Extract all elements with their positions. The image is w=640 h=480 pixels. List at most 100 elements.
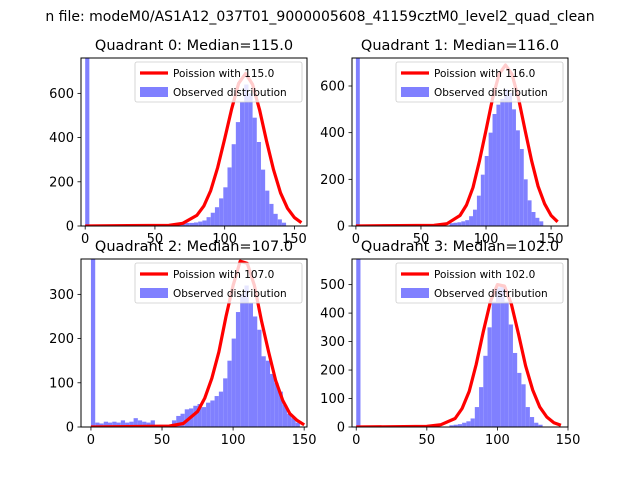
histogram-bar <box>534 422 539 427</box>
histogram-bar <box>453 222 458 226</box>
histogram-bar <box>244 285 249 427</box>
histogram-bar <box>133 418 138 427</box>
histogram-bars <box>355 58 544 226</box>
histogram-bar <box>231 144 236 226</box>
histogram-bar <box>504 89 509 226</box>
axes-frame <box>351 258 569 428</box>
histogram-bar <box>235 312 241 427</box>
histogram-bar <box>492 114 497 226</box>
legend-box <box>395 262 564 304</box>
histogram-bar <box>521 384 526 427</box>
x-tick-label: 50 <box>147 232 164 247</box>
histogram-bar <box>457 222 462 226</box>
legend-label-observed: Observed distribution <box>173 288 287 300</box>
histogram-bar <box>269 203 274 226</box>
histogram-bars <box>356 259 543 427</box>
histogram-bar <box>235 122 241 226</box>
histogram-bar <box>487 327 492 427</box>
histogram-bar <box>355 58 360 226</box>
legend: Poission with 107.0 Observed distribution <box>134 262 303 304</box>
axes-frame <box>80 57 308 227</box>
histogram-bar <box>223 378 228 427</box>
legend-label-observed: Observed distribution <box>434 288 548 300</box>
histogram-bar <box>120 420 126 427</box>
x-tick-label: 50 <box>419 433 436 448</box>
histogram-bar <box>523 179 528 226</box>
legend: Poission with 102.0 Observed distribution <box>395 262 564 304</box>
y-tick-label: 100 <box>49 376 74 391</box>
histogram-bar <box>491 301 496 427</box>
histogram-bar <box>137 420 143 427</box>
histogram-bar <box>277 219 282 226</box>
histogram-bar <box>219 198 224 226</box>
histogram-bar <box>201 407 207 427</box>
histogram-bar <box>248 303 253 427</box>
histogram-bar <box>538 424 543 427</box>
histogram-bar <box>202 220 207 226</box>
histogram-bar <box>356 259 361 427</box>
histogram-bar <box>142 421 147 427</box>
x-tick-label: 150 <box>282 232 307 247</box>
histogram-bar <box>465 220 470 226</box>
histogram-bar <box>218 391 224 427</box>
subplot-quadrant-0: 0 50 100 150 0 200 400 600 Quadrant 0: Median=11… <box>49 38 308 247</box>
histogram-bar <box>470 418 475 427</box>
histogram-bar <box>278 391 283 427</box>
histogram-bar <box>265 360 271 427</box>
legend-label-observed: Observed distribution <box>173 87 287 99</box>
legend-label-poisson: Poission with 107.0 <box>173 269 274 281</box>
legend-patch-swatch <box>401 87 429 97</box>
histogram-bar <box>282 404 288 427</box>
histogram-bar <box>206 402 211 427</box>
histogram-bar <box>261 356 266 427</box>
legend-patch-swatch <box>140 288 168 298</box>
histogram-bar <box>449 223 454 226</box>
histogram-bar <box>496 287 501 427</box>
x-tick-label: 100 <box>221 433 246 448</box>
subplot-quadrant-2: 0 50 100 150 0 100 200 300 Quadrant 2: Median=10… <box>49 239 316 448</box>
histogram-bar <box>252 316 258 427</box>
histogram-bar <box>227 167 232 226</box>
poisson-curve-group <box>90 259 306 427</box>
y-tick-label: 400 <box>320 307 345 322</box>
histogram-bar <box>483 355 488 427</box>
legend: Poission with 115.0 Observed distribution <box>134 61 303 103</box>
x-tick-label: 100 <box>212 232 237 247</box>
histogram-bar <box>476 195 481 226</box>
histogram-bar <box>529 417 535 427</box>
histogram-bar <box>125 422 130 427</box>
histogram-bar <box>244 84 249 226</box>
histogram-bar <box>517 372 522 427</box>
histogram-bar <box>90 259 96 427</box>
histogram-bar <box>539 221 544 226</box>
histogram-bar <box>260 169 266 226</box>
legend-patch-swatch <box>401 288 429 298</box>
legend-box <box>134 61 303 103</box>
y-tick-label: 300 <box>49 288 74 303</box>
histogram-bar <box>116 422 121 427</box>
histogram-bar <box>474 407 480 427</box>
y-tick-label: 0 <box>337 421 345 436</box>
subplot-title: Quadrant 0: Median=115.0 <box>95 38 293 54</box>
histogram-bar <box>496 104 501 226</box>
histogram-bar <box>291 418 296 427</box>
histogram-bar <box>265 190 270 226</box>
y-tick-label: 0 <box>66 421 74 436</box>
histogram-bar <box>193 405 198 427</box>
histogram-bar <box>531 212 536 226</box>
histogram-bar <box>519 149 524 226</box>
histogram-bar <box>274 382 279 427</box>
legend-label-observed: Observed distribution <box>434 87 548 99</box>
x-tick-label: 0 <box>352 433 360 448</box>
x-tick-label: 50 <box>154 433 171 448</box>
histogram-bar <box>457 424 463 427</box>
histogram-bar <box>273 213 278 226</box>
histogram-bar <box>210 212 215 226</box>
y-tick-label: 200 <box>320 173 345 188</box>
legend-patch-swatch <box>140 87 168 97</box>
histogram-bar <box>240 294 245 427</box>
histogram-bar <box>103 421 109 427</box>
histogram-bar <box>461 221 466 226</box>
histogram-bar <box>214 207 220 226</box>
axes-frame <box>351 57 569 227</box>
